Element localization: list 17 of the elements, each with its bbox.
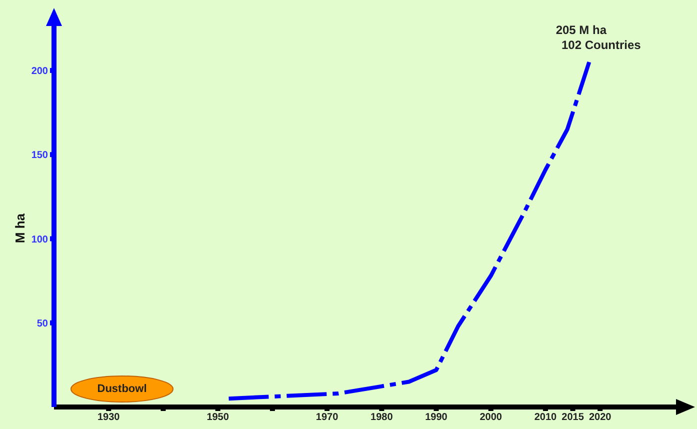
x-tick-label: 1990 [425, 412, 448, 424]
annotation: 205 M ha 102 Countries [556, 23, 642, 52]
x-tick-label: 2010 [534, 412, 558, 424]
x-tick-label: 1930 [97, 412, 120, 424]
annotation: Dustbowl [97, 383, 147, 395]
x-tick-label: 2000 [480, 412, 502, 424]
x-tick-label: 1970 [316, 412, 339, 424]
y-tick-label: 200 [31, 66, 48, 78]
x-tick-label: 2015 [562, 412, 584, 424]
x-tick-label: 1980 [370, 412, 394, 424]
x-tick-label: 2020 [588, 412, 612, 424]
y-tick-label: 50 [36, 318, 48, 330]
line-series [226, 60, 592, 401]
y-axis-title: M ha [12, 212, 28, 244]
y-tick-label: 100 [31, 234, 48, 246]
x-tick-label: 1950 [206, 412, 230, 424]
y-tick-label: 150 [31, 150, 48, 162]
